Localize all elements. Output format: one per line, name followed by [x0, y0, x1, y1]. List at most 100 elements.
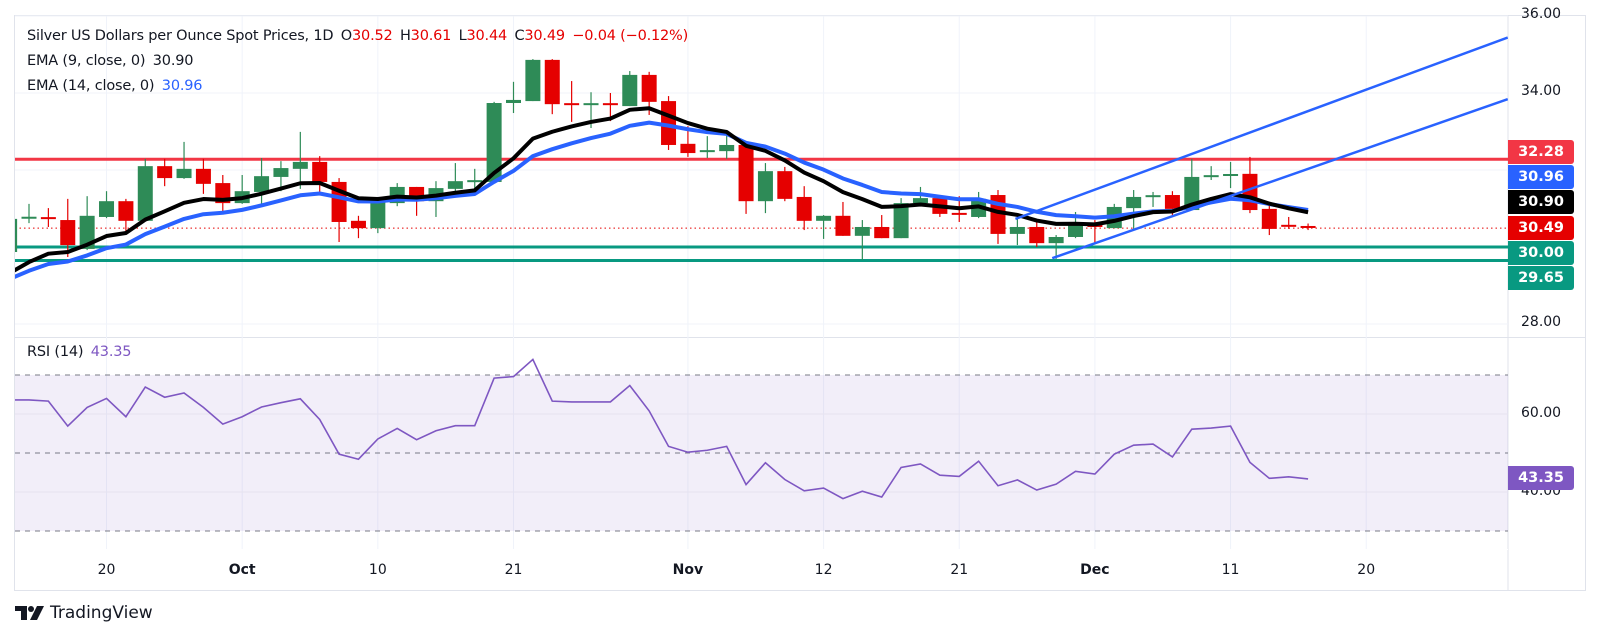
candle-body: [118, 201, 134, 221]
candle-body: [951, 212, 967, 215]
candle[interactable]: [447, 163, 463, 192]
ema14-line[interactable]: [10, 120, 1309, 279]
candle[interactable]: [564, 81, 580, 122]
candle-body: [1009, 226, 1025, 234]
channel-lower-line[interactable]: [1051, 97, 1508, 260]
ohlc-low-label: L: [458, 28, 467, 44]
candle[interactable]: [757, 163, 773, 214]
ema9-line[interactable]: [10, 106, 1309, 273]
ema9-legend[interactable]: EMA (9, close, 0) 30.90: [27, 53, 196, 69]
candle[interactable]: [118, 198, 134, 234]
candle[interactable]: [1261, 203, 1277, 236]
candle-body: [60, 220, 76, 246]
ohlc-close-label: C: [514, 28, 525, 44]
candle[interactable]: [21, 203, 37, 224]
candle[interactable]: [99, 191, 115, 219]
candle-body: [602, 103, 618, 106]
candle[interactable]: [622, 71, 638, 107]
candle[interactable]: [854, 220, 870, 261]
time-tick-label: 10: [368, 562, 387, 578]
ema14-label: EMA (14, close, 0): [27, 78, 155, 94]
candle-body: [176, 168, 192, 179]
candle[interactable]: [254, 158, 270, 207]
candle[interactable]: [738, 141, 754, 214]
candle[interactable]: [506, 81, 521, 114]
candle[interactable]: [370, 201, 386, 234]
candle[interactable]: [874, 215, 890, 239]
channel-upper-line[interactable]: [1015, 36, 1508, 221]
candle[interactable]: [60, 198, 76, 258]
candle[interactable]: [350, 215, 366, 239]
time-tick-label: Oct: [228, 562, 256, 578]
time-tick-label: 20: [1357, 562, 1376, 578]
candle[interactable]: [79, 196, 95, 251]
candle[interactable]: [699, 136, 715, 159]
candle[interactable]: [1281, 216, 1297, 229]
candle-body: [719, 144, 735, 152]
tradingview-logo-icon: [15, 606, 44, 620]
candle-body: [699, 150, 715, 153]
candle-body: [79, 215, 95, 249]
candle[interactable]: [1048, 235, 1064, 259]
candle[interactable]: [816, 215, 832, 239]
candle-body: [738, 144, 754, 202]
grid: [15, 15, 1508, 549]
time-tick-label: 12: [814, 562, 833, 578]
candle[interactable]: [157, 158, 173, 187]
candle-body: [312, 161, 328, 182]
candle[interactable]: [312, 156, 328, 192]
candle-body: [874, 226, 890, 239]
candle[interactable]: [777, 166, 793, 202]
rsi-value-badge: 43.35: [1508, 466, 1574, 490]
candle-body: [486, 103, 502, 182]
candle[interactable]: [796, 186, 812, 231]
candle[interactable]: [292, 131, 308, 189]
chart-frame: [14, 15, 1586, 591]
ohlc-low: 30.44: [466, 28, 508, 44]
candle-body: [370, 201, 386, 229]
candle-body: [292, 161, 308, 169]
time-tick-label: 21: [504, 562, 523, 578]
time-tick-label: Nov: [672, 562, 704, 578]
candle[interactable]: [486, 101, 502, 182]
candle-body: [506, 99, 521, 104]
candle[interactable]: [544, 59, 560, 115]
ohlc-high: 30.61: [410, 28, 452, 44]
candle-body: [777, 171, 793, 199]
candle[interactable]: [137, 158, 153, 221]
candle[interactable]: [195, 158, 211, 194]
rsi-tick-60: 60.00: [1521, 405, 1562, 421]
candle[interactable]: [835, 201, 851, 236]
candle[interactable]: [1126, 190, 1142, 229]
candle[interactable]: [176, 141, 192, 179]
candle-body: [254, 176, 270, 192]
symbol-legend: Silver US Dollars per Ounce Spot Prices,…: [27, 28, 691, 44]
candle[interactable]: [40, 208, 56, 227]
candle[interactable]: [525, 59, 541, 102]
candle[interactable]: [273, 161, 289, 192]
price-tick-34: 34.00: [1521, 83, 1562, 99]
tradingview-logo[interactable]: TradingView: [15, 603, 153, 623]
ema14-legend[interactable]: EMA (14, close, 0) 30.96: [27, 78, 205, 94]
candle[interactable]: [1300, 223, 1316, 231]
price-tick-28: 28.00: [1521, 314, 1562, 330]
candle[interactable]: [1029, 218, 1045, 247]
candle[interactable]: [1145, 191, 1161, 207]
candle[interactable]: [2, 218, 18, 253]
candle[interactable]: [1203, 166, 1219, 181]
rsi-line[interactable]: [10, 358, 1309, 500]
candle-body: [816, 215, 832, 221]
ohlc-change: −0.04 (−0.12%): [572, 28, 689, 44]
candle[interactable]: [1223, 161, 1239, 189]
candle-body: [99, 201, 115, 217]
candle[interactable]: [719, 133, 735, 159]
candle-body: [1164, 195, 1180, 209]
candle-body: [796, 196, 812, 221]
candle-body: [854, 226, 870, 236]
support-29-65-badge: 29.65: [1508, 266, 1574, 290]
rsi-legend[interactable]: RSI (14) 43.35: [27, 344, 134, 360]
candle-body: [447, 181, 463, 189]
candle-body: [525, 59, 541, 102]
candle[interactable]: [1009, 218, 1025, 246]
